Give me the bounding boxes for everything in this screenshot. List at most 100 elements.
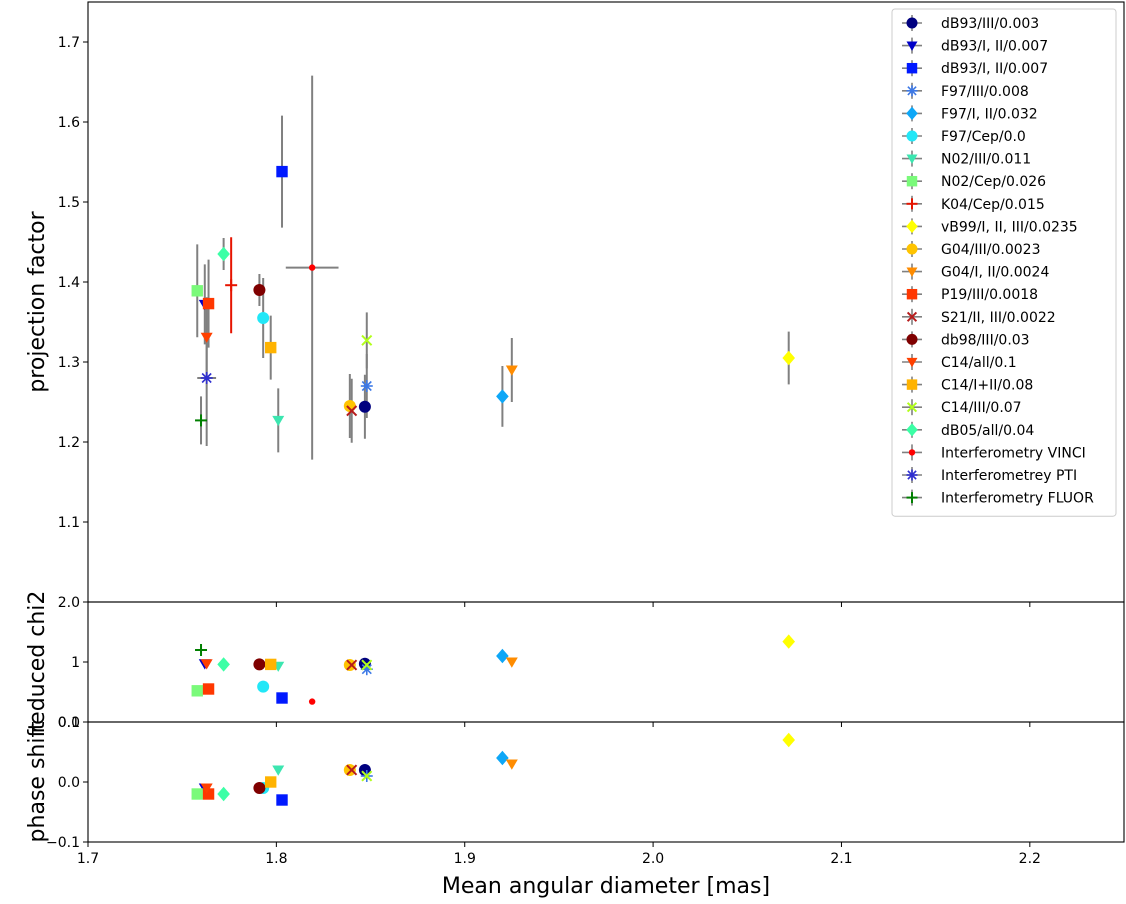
x-tick-label: 2.0 xyxy=(642,851,664,867)
chart-panels: 1.1 1.2 1.3 1.4 1.5 1.6 1.7 projection factor 0.… xyxy=(25,1,1125,867)
legend-entry: F97/I, II/0.032 xyxy=(941,106,1038,122)
point-phase-shift xyxy=(343,764,356,776)
legend-marker xyxy=(906,423,918,437)
point-phase-shift xyxy=(202,788,215,800)
panel-frame-bottom xyxy=(87,721,1125,843)
point-projection-factor xyxy=(782,350,796,366)
point-projection-factor xyxy=(276,165,288,178)
legend-marker xyxy=(906,243,918,255)
point-reduced-chi2 xyxy=(308,698,316,705)
point-projection-factor xyxy=(195,414,208,427)
point-phase-shift xyxy=(253,782,266,794)
point-phase-shift xyxy=(782,732,796,748)
y-tick-label-top: 1.1 xyxy=(58,515,80,531)
point-projection-factor xyxy=(225,279,238,292)
legend-entry: F97/III/0.008 xyxy=(941,84,1029,100)
point-phase-shift xyxy=(191,788,203,800)
point-projection-factor xyxy=(257,312,270,324)
point-projection-factor xyxy=(200,332,213,343)
x-axis-label: Mean angular diameter [mas] xyxy=(442,874,770,899)
legend-entry: db98/III/0.03 xyxy=(941,332,1030,348)
legend-entry: dB05/all/0.04 xyxy=(941,423,1034,439)
point-reduced-chi2 xyxy=(257,680,270,693)
y-tick-label-middle: 1 xyxy=(71,655,80,671)
x-tick-label: 2.1 xyxy=(830,851,852,867)
legend-marker xyxy=(906,492,918,504)
point-projection-factor xyxy=(217,246,230,262)
legend-marker xyxy=(906,357,918,368)
point-phase-shift xyxy=(346,764,358,776)
point-projection-factor xyxy=(346,405,358,417)
y-tick-label-bottom: 0.0 xyxy=(58,775,80,791)
legend-entry: C14/I+II/0.08 xyxy=(941,378,1033,394)
point-projection-factor xyxy=(308,264,316,271)
legend-entry: K04/Cep/0.015 xyxy=(941,197,1045,213)
y-tick-label-top: 1.5 xyxy=(58,195,80,211)
legend-frame xyxy=(891,8,1117,517)
panel-frame-middle xyxy=(87,601,1125,723)
x-tick-label: 1.7 xyxy=(77,851,99,867)
legend-entry: C14/all/0.1 xyxy=(941,355,1017,371)
legend-entry: G04/I, II/0.0024 xyxy=(941,265,1049,281)
y-tick-label-middle: 0.0 xyxy=(58,715,80,731)
chart-legend: dB93/III/0.003 dB93/I, II/0.007 dB93/I, II… xyxy=(891,8,1117,517)
point-reduced-chi2 xyxy=(200,659,213,670)
point-phase-shift xyxy=(496,750,509,766)
legend-entry: N02/III/0.011 xyxy=(941,152,1031,168)
point-projection-factor xyxy=(361,334,373,346)
y-axis-label-top: projection factor xyxy=(25,210,50,392)
point-reduced-chi2 xyxy=(191,685,203,697)
legend-entry: N02/Cep/0.026 xyxy=(941,174,1046,190)
legend-entry: F97/Cep/0.0 xyxy=(941,129,1026,145)
y-axis-label-bottom: phase shift xyxy=(25,721,50,842)
point-reduced-chi2 xyxy=(782,634,796,649)
y-tick-label-top: 1.3 xyxy=(58,355,80,371)
legend-marker xyxy=(906,130,918,142)
point-reduced-chi2 xyxy=(361,659,373,671)
y-tick-label-bottom: −0.1 xyxy=(46,835,80,851)
y-tick-label-top: 1.2 xyxy=(58,435,80,451)
chart-marks xyxy=(191,75,796,806)
point-reduced-chi2 xyxy=(202,683,215,695)
point-projection-factor xyxy=(505,365,518,376)
legend-marker xyxy=(906,41,918,51)
point-phase-shift xyxy=(505,759,518,770)
point-reduced-chi2 xyxy=(346,659,358,671)
point-projection-factor xyxy=(191,285,203,297)
y-tick-label-top: 1.6 xyxy=(58,115,80,131)
legend-marker xyxy=(906,154,918,164)
legend-marker xyxy=(908,449,916,456)
legend-entry: G04/III/0.0023 xyxy=(941,242,1040,258)
point-reduced-chi2 xyxy=(217,657,230,672)
legend-marker xyxy=(906,175,918,187)
point-projection-factor xyxy=(200,372,213,384)
legend-entry: S21/II, III/0.0022 xyxy=(941,310,1056,326)
legend-marker xyxy=(906,198,918,210)
legend-marker xyxy=(906,62,918,74)
point-reduced-chi2 xyxy=(276,692,288,704)
legend-marker xyxy=(906,17,918,29)
legend-marker xyxy=(906,288,918,300)
point-projection-factor xyxy=(272,415,285,427)
legend-marker xyxy=(906,106,918,120)
point-projection-factor xyxy=(202,297,215,310)
y-tick-label-top: 1.7 xyxy=(58,35,80,51)
x-tick-label: 1.8 xyxy=(265,851,287,867)
y-tick-label-middle: 2.0 xyxy=(58,595,80,611)
legend-entry: Interferometry VINCI xyxy=(941,445,1086,461)
point-phase-shift xyxy=(265,776,277,788)
point-phase-shift xyxy=(200,783,213,794)
legend-entry: P19/III/0.0018 xyxy=(941,287,1038,303)
y-tick-label-top: 1.4 xyxy=(58,275,80,291)
legend-marker xyxy=(906,311,918,322)
x-tick-label: 2.2 xyxy=(1019,851,1041,867)
legend-entry: dB93/I, II/0.007 xyxy=(941,39,1048,55)
point-projection-factor xyxy=(265,341,277,354)
legend-marker xyxy=(906,333,918,345)
legend-marker xyxy=(906,402,918,413)
legend-marker xyxy=(906,379,918,390)
point-phase-shift xyxy=(361,770,373,782)
point-reduced-chi2 xyxy=(265,658,277,671)
legend-marker xyxy=(906,85,918,97)
